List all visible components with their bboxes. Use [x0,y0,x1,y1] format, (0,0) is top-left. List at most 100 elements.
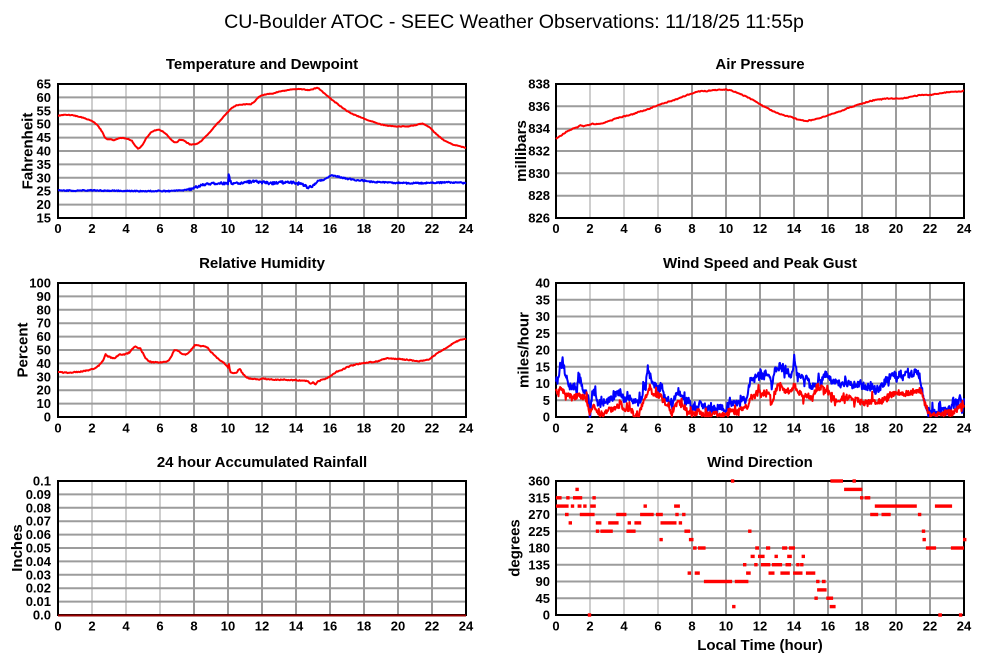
svg-text:2: 2 [88,221,95,236]
svg-text:55: 55 [37,103,51,118]
svg-text:40: 40 [37,356,51,371]
svg-text:360: 360 [528,474,550,489]
svg-text:12: 12 [255,421,269,436]
svg-text:0: 0 [44,410,51,425]
svg-text:10: 10 [536,376,550,391]
svg-text:22: 22 [923,619,937,634]
svg-text:16: 16 [821,221,835,236]
svg-text:Inches: Inches [9,524,26,572]
svg-text:18: 18 [855,619,869,634]
svg-text:2: 2 [586,221,593,236]
svg-text:millibars: millibars [513,120,530,182]
svg-text:90: 90 [37,289,51,304]
svg-text:0.1: 0.1 [33,474,51,489]
svg-text:90: 90 [536,574,550,589]
svg-text:10: 10 [719,421,733,436]
svg-text:20: 20 [391,619,405,634]
svg-text:0.0: 0.0 [33,608,51,623]
svg-text:16: 16 [821,421,835,436]
svg-text:22: 22 [923,421,937,436]
svg-text:Percent: Percent [15,322,32,377]
svg-text:20: 20 [391,221,405,236]
svg-text:828: 828 [528,188,550,203]
svg-text:16: 16 [323,619,337,634]
svg-text:CU-Boulder ATOC - SEEC Weather: CU-Boulder ATOC - SEEC Weather Observati… [224,11,804,33]
svg-text:16: 16 [821,619,835,634]
svg-text:12: 12 [255,619,269,634]
svg-text:14: 14 [289,421,304,436]
svg-text:12: 12 [753,619,767,634]
svg-text:0: 0 [543,608,550,623]
svg-text:14: 14 [787,619,802,634]
svg-text:14: 14 [289,221,304,236]
svg-text:4: 4 [122,421,130,436]
svg-text:80: 80 [37,302,51,317]
svg-text:6: 6 [156,619,163,634]
svg-text:135: 135 [528,557,550,572]
svg-text:Fahrenheit: Fahrenheit [19,113,36,190]
svg-text:0: 0 [54,221,61,236]
svg-text:14: 14 [787,421,802,436]
svg-text:20: 20 [889,421,903,436]
svg-text:20: 20 [37,383,51,398]
svg-text:22: 22 [425,619,439,634]
svg-text:65: 65 [37,77,51,92]
svg-text:4: 4 [620,221,628,236]
svg-text:6: 6 [156,421,163,436]
svg-text:40: 40 [536,276,550,291]
svg-text:4: 4 [620,619,628,634]
svg-text:45: 45 [37,130,51,145]
svg-text:0.06: 0.06 [26,527,51,542]
svg-text:2: 2 [88,619,95,634]
svg-text:18: 18 [357,619,371,634]
svg-text:70: 70 [37,316,51,331]
svg-text:10: 10 [221,421,235,436]
svg-text:8: 8 [190,221,197,236]
svg-text:24: 24 [459,421,474,436]
svg-text:18: 18 [357,221,371,236]
svg-text:0: 0 [543,410,550,425]
svg-text:8: 8 [190,421,197,436]
svg-text:24: 24 [459,221,474,236]
svg-text:10: 10 [37,396,51,411]
svg-text:832: 832 [528,143,550,158]
svg-text:8: 8 [688,619,695,634]
svg-text:25: 25 [536,326,550,341]
svg-text:45: 45 [536,591,550,606]
svg-text:12: 12 [255,221,269,236]
svg-text:12: 12 [753,221,767,236]
svg-text:0.01: 0.01 [26,594,51,609]
svg-text:30: 30 [536,309,550,324]
svg-text:836: 836 [528,99,550,114]
svg-text:Air Pressure: Air Pressure [715,56,804,73]
svg-text:0.08: 0.08 [26,500,51,515]
svg-text:16: 16 [323,421,337,436]
svg-text:0: 0 [552,421,559,436]
svg-text:10: 10 [719,619,733,634]
svg-text:30: 30 [37,170,51,185]
svg-text:24: 24 [957,619,972,634]
svg-text:4: 4 [620,421,628,436]
svg-text:0: 0 [552,221,559,236]
svg-text:35: 35 [37,157,51,172]
svg-text:4: 4 [122,619,130,634]
svg-text:2: 2 [586,619,593,634]
svg-text:22: 22 [425,421,439,436]
svg-text:15: 15 [37,211,51,226]
svg-text:0: 0 [552,619,559,634]
svg-text:18: 18 [855,421,869,436]
svg-text:18: 18 [855,221,869,236]
svg-text:40: 40 [37,144,51,159]
svg-text:8: 8 [688,221,695,236]
svg-text:10: 10 [221,221,235,236]
svg-text:6: 6 [156,221,163,236]
svg-text:22: 22 [923,221,937,236]
svg-text:24: 24 [459,619,474,634]
svg-text:Local Time (hour): Local Time (hour) [697,637,823,654]
svg-text:24: 24 [957,421,972,436]
svg-text:270: 270 [528,507,550,522]
svg-text:miles/hour: miles/hour [516,312,533,388]
svg-text:0.09: 0.09 [26,487,51,502]
svg-text:5: 5 [543,393,550,408]
svg-text:50: 50 [37,343,51,358]
